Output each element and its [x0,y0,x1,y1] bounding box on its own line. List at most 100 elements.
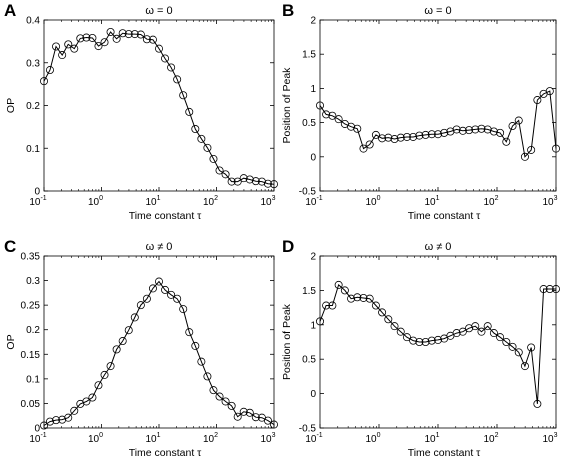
y-tick-label: 0.3 [26,276,40,287]
data-point [427,336,436,345]
data-point [347,294,356,303]
data-point [130,313,139,322]
data-point [221,170,230,179]
x-tick-label: 10-1 [305,195,322,208]
data-point [471,125,480,134]
data-point [227,401,236,410]
y-tick-label: 0 [310,389,316,400]
data-point [82,33,91,42]
data-point [552,144,561,153]
y-tick-label: 0.35 [21,252,41,263]
data-point [70,406,79,415]
x-tick-label: 100 [365,432,380,445]
x-tick-label: 102 [203,432,218,445]
data-point [315,101,324,110]
data-point [421,130,430,139]
data-point [396,327,405,336]
data-point [45,417,54,426]
data-point [322,110,331,119]
data-point [402,132,411,141]
series-line [319,284,556,404]
y-tick-label: 1 [310,84,316,95]
data-point [197,357,206,366]
data-point [209,154,218,163]
data-point [384,315,393,324]
data-point [458,327,467,336]
data-point [245,408,254,417]
data-point [263,416,272,425]
data-point [433,335,442,344]
panel-letter: C [4,237,16,256]
data-point [263,179,272,188]
panel-title: ω = 0 [424,5,451,17]
data-point [402,333,411,342]
data-point [40,77,49,86]
x-tick-label: 103 [542,195,557,208]
y-tick-label: 1.5 [302,50,316,61]
panel-letter: B [282,1,294,20]
plot-frame [319,255,557,429]
data-point [136,301,145,310]
data-point [251,177,260,186]
x-axis-label: Time constant τ [129,447,202,459]
data-point [315,317,324,326]
y-tick-label: 0.05 [21,399,41,410]
data-point [390,322,399,331]
data-point [508,342,517,351]
data-point [112,34,121,43]
data-point [269,180,278,189]
data-point [118,337,127,346]
x-tick-label: 101 [145,432,160,445]
data-point [100,370,109,379]
data-point [552,285,561,294]
data-point [421,337,430,346]
data-point [359,144,368,153]
data-point [173,294,182,303]
data-point [185,107,194,116]
data-point [520,152,529,161]
data-point [154,44,163,53]
data-point [154,277,163,286]
y-tick-label: 2 [310,252,316,263]
x-tick-label: 100 [88,432,103,445]
data-point [502,137,511,146]
x-tick-label: 10-1 [29,195,46,208]
x-tick-label: 103 [260,195,275,208]
data-point [483,125,492,134]
data-point [371,301,380,310]
y-tick-label: 0.2 [26,101,40,112]
data-point [179,91,188,100]
data-point [203,143,212,152]
data-point [82,397,91,406]
data-point [409,336,418,345]
data-point [148,35,157,44]
data-point [415,131,424,140]
data-point [124,30,133,39]
data-point [409,132,418,141]
data-point [191,341,200,350]
data-point [118,29,127,38]
data-point [221,397,230,406]
data-point [353,293,362,302]
data-point [452,125,461,134]
data-point [353,124,362,133]
y-tick-label: 0.1 [26,144,40,155]
y-tick-label: 2 [310,16,316,27]
data-point [257,177,266,186]
x-tick-label: 102 [483,195,498,208]
data-point [106,27,115,36]
data-point [106,362,115,371]
data-point [496,128,505,137]
data-point [100,38,109,47]
y-tick-label: 0.3 [26,58,40,69]
panel-title: ω = 0 [145,5,172,17]
data-point [378,134,387,143]
data-point [440,128,449,137]
y-tick-label: 0.5 [302,355,316,366]
data-point [433,130,442,139]
data-point [390,135,399,144]
data-point [496,333,505,342]
